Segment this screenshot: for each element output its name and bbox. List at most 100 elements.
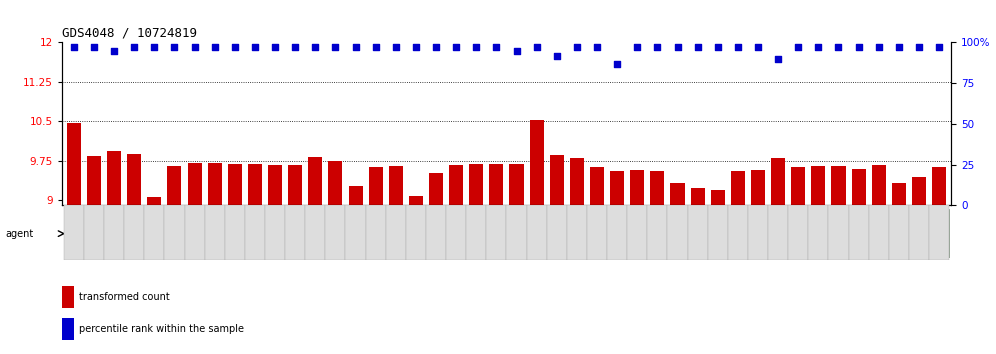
Point [387,45,403,50]
Point [831,45,847,50]
Text: FGF2 50
ng/ml: FGF2 50 ng/ml [583,227,612,240]
Bar [87,156,101,205]
Point [589,45,605,50]
Bar [627,205,647,260]
Point [348,45,364,50]
Bar [869,205,888,260]
Bar [547,205,567,260]
Bar [667,209,748,258]
Bar [67,123,81,205]
Bar [466,205,486,260]
Bar [144,205,164,260]
Bar [147,197,161,205]
Bar [167,166,181,205]
Bar [788,205,809,260]
Bar [429,173,443,205]
Bar [204,205,225,260]
Bar [207,163,222,205]
Bar [124,205,144,260]
Point [287,45,303,50]
Text: transformed count: transformed count [80,292,170,302]
Bar [611,171,624,205]
Bar [84,205,104,260]
Bar [731,171,745,205]
Bar [489,164,503,205]
Bar [510,164,524,205]
Bar [62,286,74,308]
Bar [912,177,926,205]
Bar [888,205,909,260]
Bar [590,167,604,205]
Point [66,45,82,50]
Text: percentile rank within the sample: percentile rank within the sample [80,324,244,334]
Bar [608,205,627,260]
Bar [326,205,346,260]
Point [408,45,424,50]
Point [811,45,827,50]
Bar [550,155,564,205]
Bar [849,205,869,260]
Bar [349,186,363,205]
Point [770,56,786,62]
Point [610,61,625,67]
Bar [929,205,949,260]
Bar [872,165,885,205]
Point [790,45,806,50]
Text: agent: agent [5,229,33,239]
Point [851,45,867,50]
Point [227,45,243,50]
Bar [832,166,846,205]
Bar [869,209,949,258]
Text: BMP4 50
ng/ml: BMP4 50 ng/ml [542,227,572,240]
Point [86,45,102,50]
Point [207,45,223,50]
Point [529,45,545,50]
Bar [567,205,587,260]
Bar [228,164,242,205]
Point [649,45,665,50]
Bar [268,165,282,205]
Point [126,45,142,50]
Text: KITLG 50
ng/ml: KITLG 50 ng/ml [773,227,804,240]
Bar [469,164,483,205]
Point [488,45,504,50]
Bar [305,205,326,260]
Bar [346,205,366,260]
Bar [527,205,547,260]
Bar [486,205,506,260]
Bar [265,205,285,260]
Bar [285,205,305,260]
Text: GDS4048 / 10724819: GDS4048 / 10724819 [62,27,197,40]
Text: LIF 50 ng/ml: LIF 50 ng/ml [827,231,871,236]
Bar [932,167,946,205]
Bar [728,205,748,260]
Bar [771,158,785,205]
Point [730,45,746,50]
Bar [708,205,728,260]
Point [428,45,444,50]
Point [468,45,484,50]
Bar [567,209,587,258]
Point [267,45,283,50]
Bar [187,163,201,205]
Bar [245,205,265,260]
Bar [909,205,929,260]
Bar [225,205,245,260]
Bar [64,205,84,260]
Bar [852,169,866,205]
Bar [426,205,446,260]
Bar [449,165,463,205]
Point [750,45,766,50]
Bar [812,166,826,205]
Bar [385,205,405,260]
Bar [748,209,829,258]
Bar [527,209,547,258]
Bar [107,151,122,205]
Point [448,45,464,50]
Bar [670,183,684,205]
Bar [647,205,667,260]
Bar [164,205,184,260]
Bar [630,170,644,205]
Bar [127,154,141,205]
Bar [891,183,906,205]
